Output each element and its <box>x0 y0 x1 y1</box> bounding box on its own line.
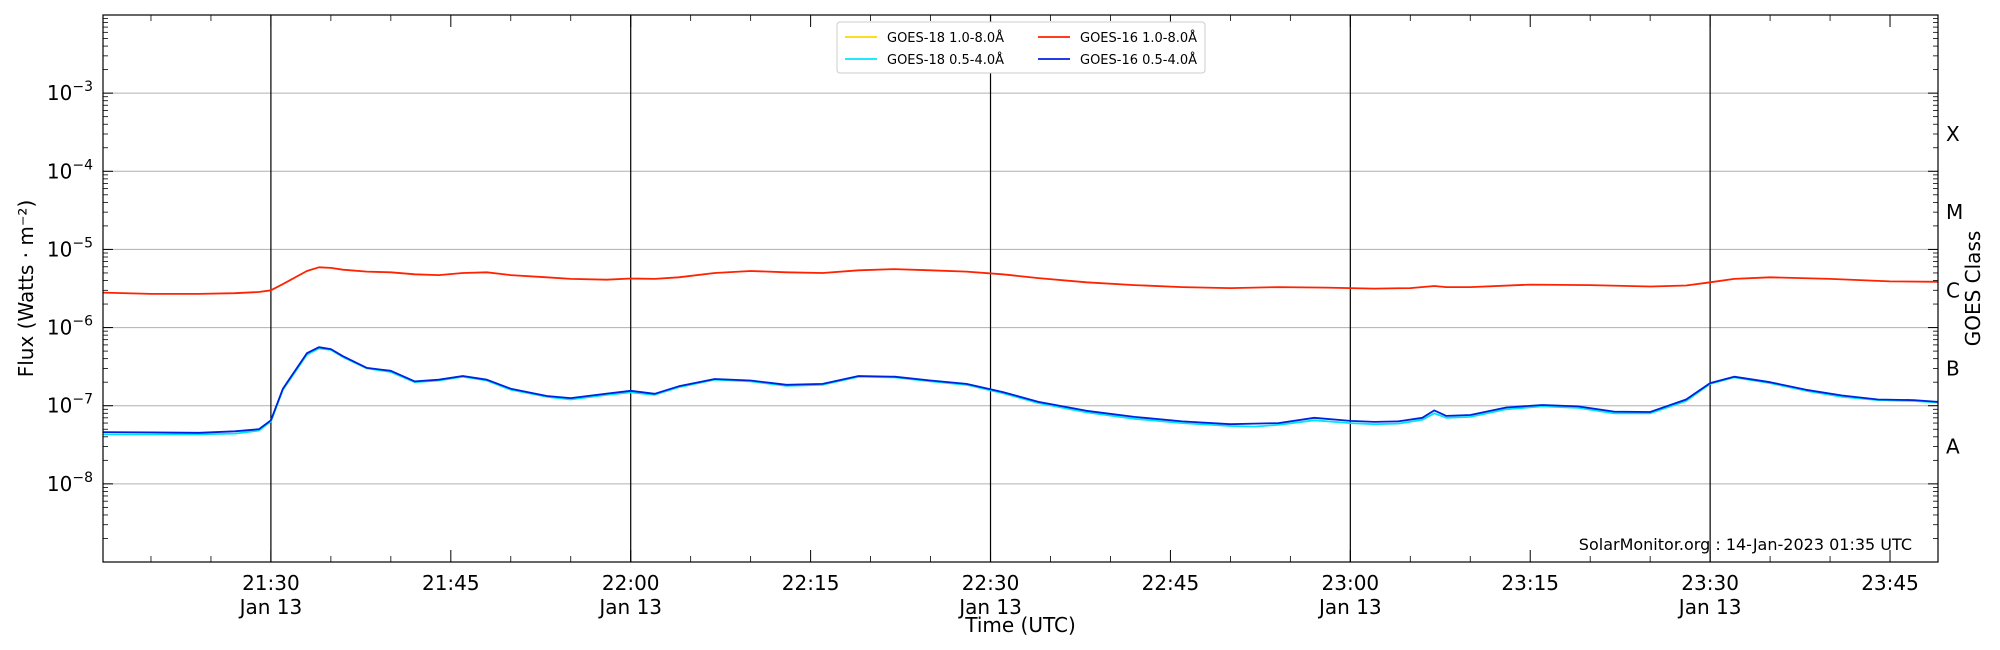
series-line <box>102 346 1939 434</box>
x-tick-label: 22:45 <box>1142 571 1200 595</box>
goes-class-label: B <box>1946 356 1960 380</box>
x-tick-label: 23:45 <box>1861 571 1919 595</box>
legend-box <box>836 21 1206 74</box>
y-axis-title: Flux (Watts · m⁻²) <box>14 200 38 378</box>
y-tick-label: 10−7 <box>47 392 93 418</box>
x-tick-label: 23:00 <box>1322 571 1380 595</box>
legend-label: GOES-16 1.0-8.0Å <box>1080 30 1197 46</box>
x-tick-label: 22:00 <box>602 571 660 595</box>
x-tick-date-label: Jan 13 <box>957 595 1022 619</box>
y-tick-label: 10−4 <box>47 157 93 183</box>
x-tick-label: 23:30 <box>1681 571 1739 595</box>
y-tick-label: 10−8 <box>47 470 93 496</box>
legend-label: GOES-18 0.5-4.0Å <box>887 52 1004 68</box>
x-tick-label: 22:15 <box>782 571 840 595</box>
goes-class-label: A <box>1946 435 1960 459</box>
x-tick-date-label: Jan 13 <box>597 595 662 619</box>
legend-label: GOES-16 0.5-4.0Å <box>1080 52 1197 68</box>
x-tick-label: 21:45 <box>422 571 480 595</box>
y-tick-label: 10−5 <box>47 235 93 261</box>
goes-class-layer: A B C M X <box>1946 122 1963 459</box>
x-tick-date-label: Jan 13 <box>238 595 303 619</box>
series-line <box>102 266 1939 295</box>
x-tick-label: 22:30 <box>962 571 1020 595</box>
vertical-time-lines <box>270 15 1711 562</box>
x-tick-label: 21:30 <box>242 571 300 595</box>
goes-class-label: C <box>1946 278 1960 302</box>
x-tick-date-label: Jan 13 <box>1317 595 1382 619</box>
credit-text: SolarMonitor.org : 14-Jan-2023 01:35 UTC <box>1579 535 1912 554</box>
tick-layer <box>103 15 1938 562</box>
legend: GOES-18 1.0-8.0Å GOES-18 0.5-4.0Å GOES-16 … <box>836 21 1206 74</box>
series-line <box>103 347 1939 436</box>
goes-class-axis-title: GOES Class <box>1961 231 1985 347</box>
y-tick-label: 10−6 <box>47 314 93 340</box>
grid-layer <box>103 92 1938 485</box>
x-tick-date-label: Jan 13 <box>1677 595 1742 619</box>
x-axis-title: Time (UTC) <box>964 613 1076 637</box>
legend-label: GOES-18 1.0-8.0Å <box>887 30 1004 46</box>
x-tick-label: 23:15 <box>1501 571 1559 595</box>
goes-class-label: M <box>1946 200 1963 224</box>
series-layer <box>102 266 1939 436</box>
y-tick-label: 10−3 <box>47 79 93 105</box>
goes-class-label: X <box>1946 122 1960 146</box>
plot-area-frame <box>102 14 1939 563</box>
